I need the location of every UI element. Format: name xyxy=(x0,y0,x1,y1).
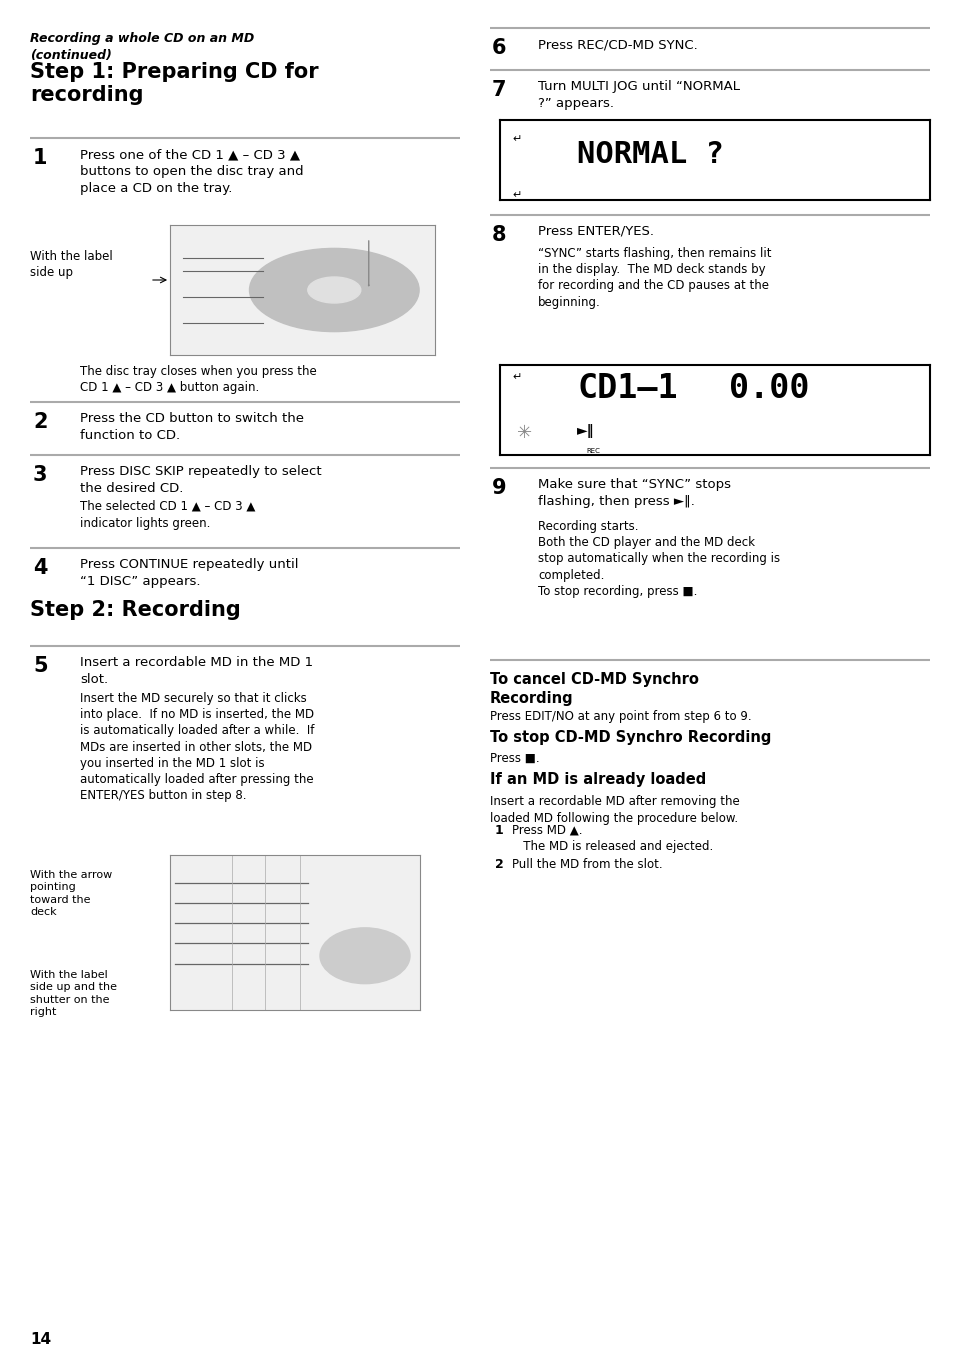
Circle shape xyxy=(308,276,360,304)
Circle shape xyxy=(319,928,410,984)
Text: 0.00: 0.00 xyxy=(728,373,809,405)
Text: Press DISC SKIP repeatedly to select
the desired CD.: Press DISC SKIP repeatedly to select the… xyxy=(80,465,321,495)
Text: 1: 1 xyxy=(33,148,48,168)
Text: NORMAL ?: NORMAL ? xyxy=(577,140,723,169)
Text: Step 1: Preparing CD for
recording: Step 1: Preparing CD for recording xyxy=(30,62,318,106)
Text: 3: 3 xyxy=(33,465,48,485)
Text: Press CONTINUE repeatedly until
“1 DISC” appears.: Press CONTINUE repeatedly until “1 DISC”… xyxy=(80,558,298,588)
Text: “SYNC” starts flashing, then remains lit
in the display.  The MD deck stands by
: “SYNC” starts flashing, then remains lit… xyxy=(537,247,771,309)
Text: 14: 14 xyxy=(30,1332,51,1347)
Text: The MD is released and ejected.: The MD is released and ejected. xyxy=(512,840,713,854)
Text: 9: 9 xyxy=(492,478,506,499)
Text: 1: 1 xyxy=(495,824,503,837)
Text: Press one of the CD 1 ▲ – CD 3 ▲
buttons to open the disc tray and
place a CD on: Press one of the CD 1 ▲ – CD 3 ▲ buttons… xyxy=(80,148,303,195)
Text: 7: 7 xyxy=(492,80,506,100)
Text: Recording starts.
Both the CD player and the MD deck
stop automatically when the: Recording starts. Both the CD player and… xyxy=(537,520,780,598)
Circle shape xyxy=(250,248,418,332)
Text: 2: 2 xyxy=(495,858,503,871)
Text: Make sure that “SYNC” stops
flashing, then press ►‖.: Make sure that “SYNC” stops flashing, th… xyxy=(537,478,730,508)
Text: Press EDIT/NO at any point from step 6 to 9.: Press EDIT/NO at any point from step 6 t… xyxy=(490,710,751,724)
Text: Press ■.: Press ■. xyxy=(490,752,539,766)
Text: To stop CD-MD Synchro Recording: To stop CD-MD Synchro Recording xyxy=(490,730,771,745)
Text: Step 2: Recording: Step 2: Recording xyxy=(30,600,240,621)
Text: ↵: ↵ xyxy=(513,134,521,145)
Text: CD1–1: CD1–1 xyxy=(577,373,678,405)
Text: Insert the MD securely so that it clicks
into place.  If no MD is inserted, the : Insert the MD securely so that it clicks… xyxy=(80,692,314,802)
Text: With the label
side up and the
shutter on the
right: With the label side up and the shutter o… xyxy=(30,970,117,1018)
Text: 2: 2 xyxy=(33,412,48,432)
Text: Press MD ▲.: Press MD ▲. xyxy=(512,824,582,837)
Text: 5: 5 xyxy=(33,656,48,676)
Text: Press the CD button to switch the
function to CD.: Press the CD button to switch the functi… xyxy=(80,412,304,442)
Text: Press REC/CD-MD SYNC.: Press REC/CD-MD SYNC. xyxy=(537,38,697,51)
Text: With the label
side up: With the label side up xyxy=(30,251,112,279)
Text: The selected CD 1 ▲ – CD 3 ▲
indicator lights green.: The selected CD 1 ▲ – CD 3 ▲ indicator l… xyxy=(80,500,255,530)
Text: 8: 8 xyxy=(492,225,506,245)
Text: Turn MULTI JOG until “NORMAL
?” appears.: Turn MULTI JOG until “NORMAL ?” appears. xyxy=(537,80,740,110)
Text: ↵: ↵ xyxy=(513,373,521,382)
Text: With the arrow
pointing
toward the
deck: With the arrow pointing toward the deck xyxy=(30,870,112,917)
Text: ↵: ↵ xyxy=(513,191,521,201)
Text: The disc tray closes when you press the
CD 1 ▲ – CD 3 ▲ button again.: The disc tray closes when you press the … xyxy=(80,364,316,394)
Text: Insert a recordable MD in the MD 1
slot.: Insert a recordable MD in the MD 1 slot. xyxy=(80,656,313,686)
Text: Pull the MD from the slot.: Pull the MD from the slot. xyxy=(512,858,662,871)
Text: REC: REC xyxy=(585,447,599,454)
Text: To cancel CD-MD Synchro
Recording: To cancel CD-MD Synchro Recording xyxy=(490,672,699,706)
Text: Press ENTER/YES.: Press ENTER/YES. xyxy=(537,225,654,238)
Text: Recording a whole CD on an MD
(continued): Recording a whole CD on an MD (continued… xyxy=(30,33,254,61)
Text: ►‖: ►‖ xyxy=(577,424,595,438)
Text: 4: 4 xyxy=(33,558,48,579)
Text: Insert a recordable MD after removing the
loaded MD following the procedure belo: Insert a recordable MD after removing th… xyxy=(490,795,739,824)
Text: If an MD is already loaded: If an MD is already loaded xyxy=(490,772,705,787)
Text: ✳: ✳ xyxy=(517,424,532,442)
Text: 6: 6 xyxy=(492,38,506,58)
